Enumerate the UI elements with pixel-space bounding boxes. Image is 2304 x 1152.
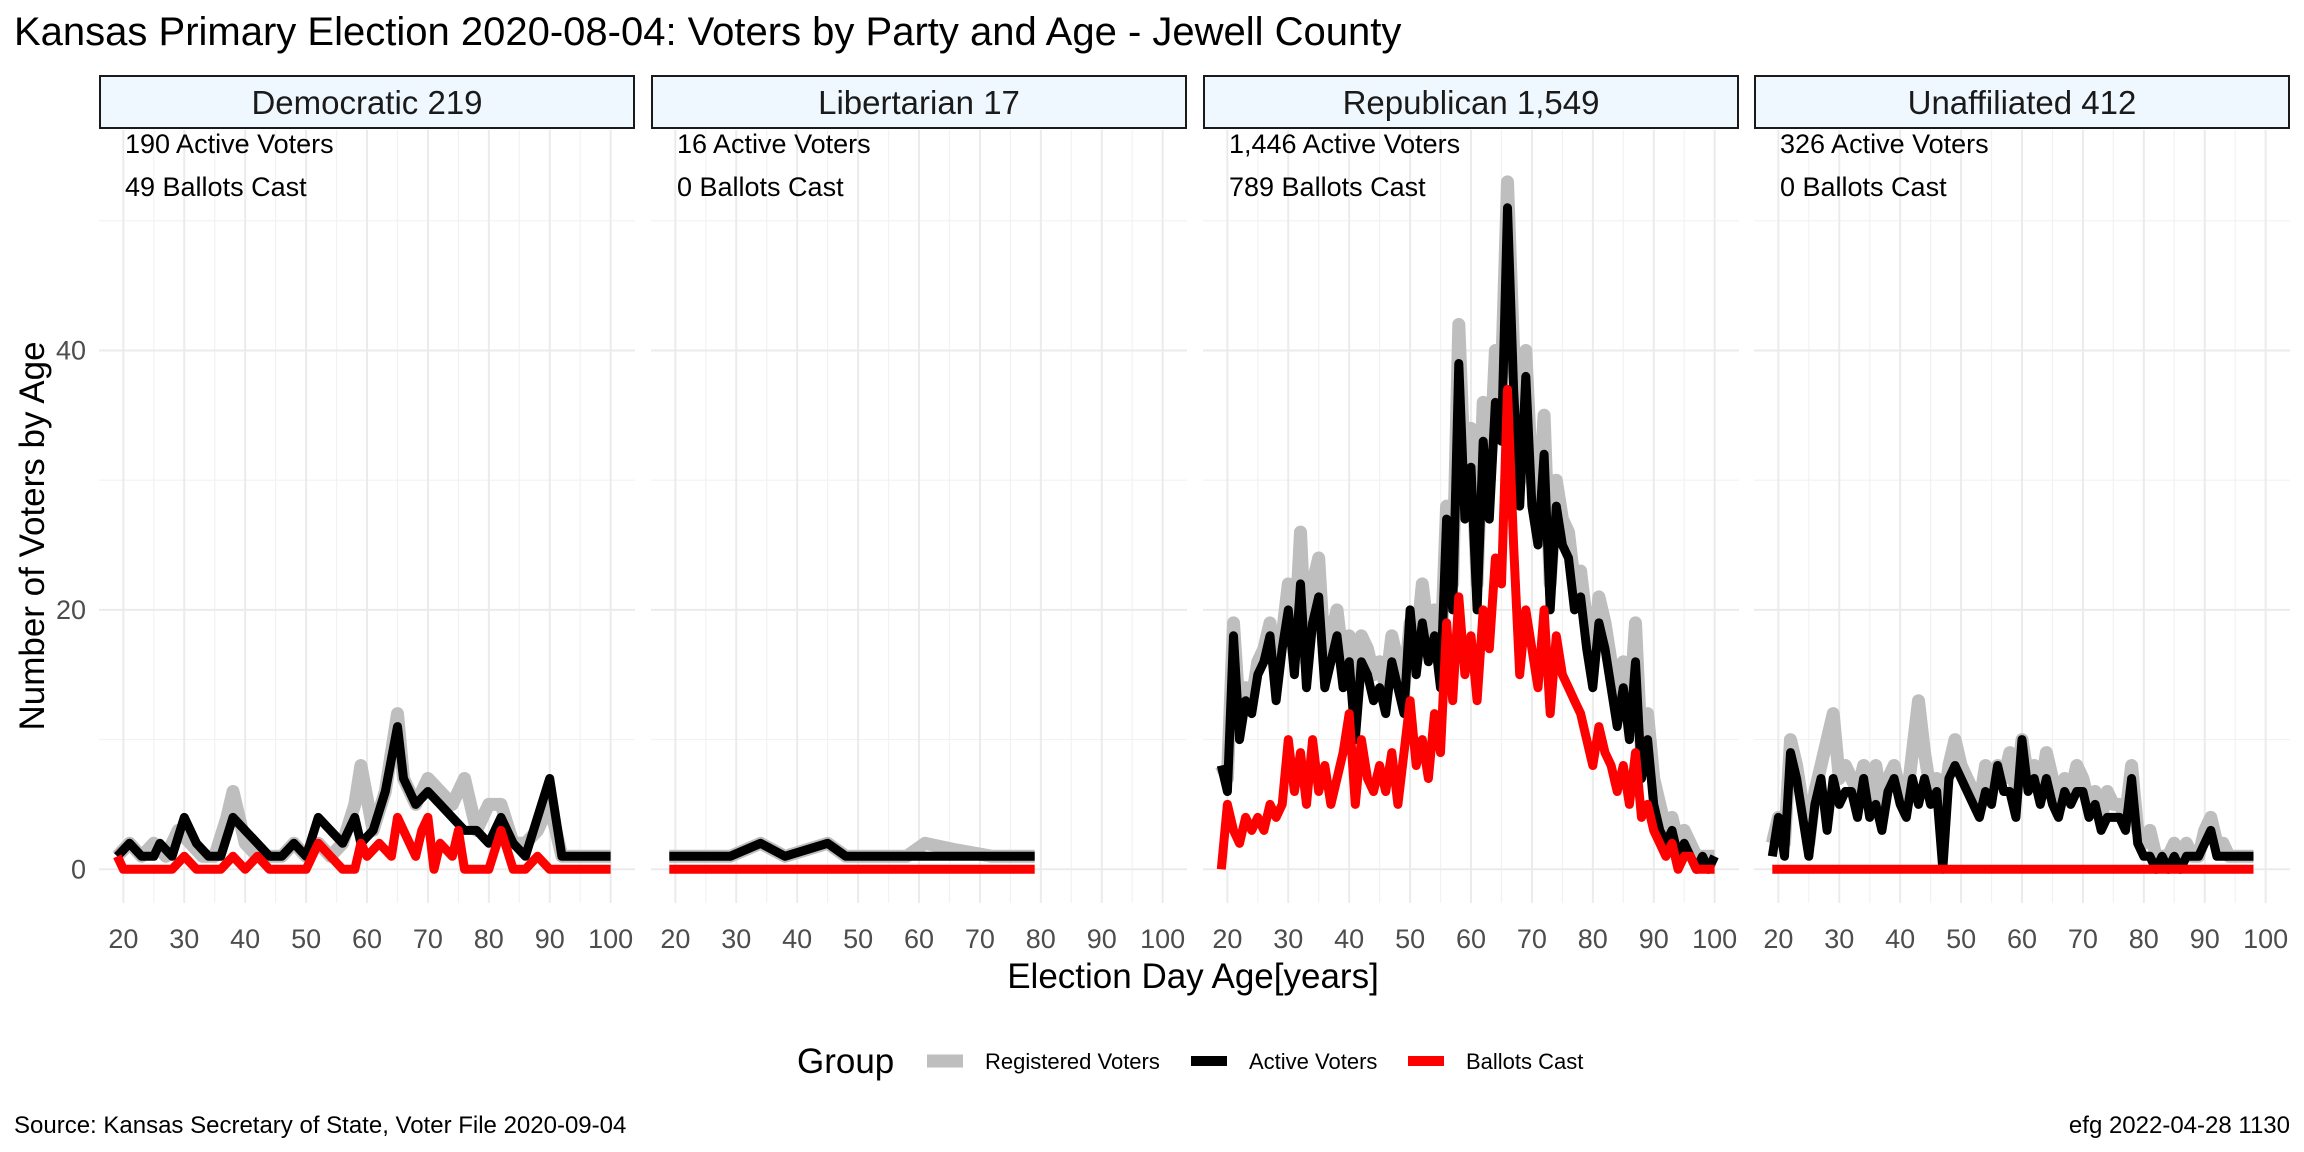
panel-annotation: 326 Active Voters [1780,129,1989,159]
x-tick-label: 100 [588,924,633,954]
x-tick-label: 40 [1334,924,1364,954]
x-tick-label: 80 [2129,924,2159,954]
x-tick-label: 100 [2243,924,2288,954]
x-tick-label: 50 [1395,924,1425,954]
x-tick-label: 80 [1026,924,1056,954]
x-tick-label: 80 [474,924,504,954]
y-axis-label: Number of Voters by Age [13,341,52,730]
panel-unaffiliated: Unaffiliated 412 326 Active Voters 0 Ballo… [1754,75,2290,954]
x-tick-label: 50 [291,924,321,954]
panel-strip [651,75,1187,129]
panel-strip-label: Democratic 219 [251,84,482,121]
panel-strip-label: Unaffiliated 412 [1908,84,2137,121]
x-tick-label: 100 [1140,924,1185,954]
x-tick-label: 60 [2007,924,2037,954]
x-axis-label: Election Day Age[years] [1007,957,1379,996]
x-tick-label: 20 [660,924,690,954]
legend-label-ballots-cast: Ballots Cast [1466,1049,1583,1074]
series-registered-voters-line [1765,694,2254,863]
series-active-voters-line [114,722,611,861]
y-tick-label: 20 [56,595,86,625]
legend-title: Group [797,1042,894,1081]
panel-republican: Republican 1,549 1,446 Active Voters 789 B… [1203,75,1739,954]
y-tick-label: 0 [71,854,86,884]
x-tick-label: 30 [1824,924,1854,954]
x-tick-label: 70 [1517,924,1547,954]
panel-libertarian: Libertarian 17 16 Active Voters 0 Ballots … [651,75,1187,954]
x-tick-label: 20 [108,924,138,954]
y-tick-label: 40 [56,335,86,365]
panel-annotation: 0 Ballots Cast [677,172,844,202]
caption-source: Source: Kansas Secretary of State, Voter… [14,1112,626,1139]
x-tick-label: 30 [721,924,751,954]
x-tick-label: 40 [230,924,260,954]
x-tick-label: 70 [965,924,995,954]
panel-annotation: 789 Ballots Cast [1229,172,1426,202]
x-tick-label: 60 [1456,924,1486,954]
x-tick-label: 40 [782,924,812,954]
series-ballots-cast-line [1216,384,1715,874]
panels: Democratic 219 190 Active Voters 49 Ballot… [56,75,2290,954]
panel-strip-label: Libertarian 17 [818,84,1020,121]
legend-label-registered-voters: Registered Voters [985,1049,1160,1074]
series-active-voters-line [669,838,1035,861]
panel-strip [1203,75,1739,129]
x-tick-label: 30 [169,924,199,954]
series-active-voters-line [1767,735,2254,874]
panel-strip-label: Republican 1,549 [1343,84,1600,121]
series-ballots-cast-line [113,812,611,874]
x-tick-label: 30 [1273,924,1303,954]
x-tick-label: 70 [413,924,443,954]
panel-annotation: 0 Ballots Cast [1780,172,1947,202]
x-tick-label: 90 [2190,924,2220,954]
panel-annotation: 49 Ballots Cast [125,172,307,202]
panel-strip [1754,75,2290,129]
x-tick-label: 90 [1639,924,1669,954]
x-tick-label: 100 [1692,924,1737,954]
series-active-voters-line [1216,203,1719,874]
x-tick-label: 90 [535,924,565,954]
x-tick-label: 50 [843,924,873,954]
caption-stamp: efg 2022-04-28 1130 [2069,1112,2290,1139]
x-tick-label: 60 [352,924,382,954]
y-axis: 0 20 40 [56,335,86,884]
panel-annotation: 190 Active Voters [125,129,334,159]
panel-annotation: 16 Active Voters [677,129,871,159]
x-tick-label: 90 [1087,924,1117,954]
legend: Group Registered Voters Active Voters Ball… [797,1042,1583,1081]
x-tick-label: 40 [1885,924,1915,954]
legend-label-active-voters: Active Voters [1249,1049,1377,1074]
x-tick-label: 20 [1763,924,1793,954]
x-tick-label: 70 [2068,924,2098,954]
x-tick-label: 60 [904,924,934,954]
x-tick-label: 20 [1212,924,1242,954]
x-tick-label: 80 [1578,924,1608,954]
panel-strip [99,75,635,129]
panel-annotation: 1,446 Active Voters [1229,129,1460,159]
panel-democratic: Democratic 219 190 Active Voters 49 Ballot… [99,75,635,954]
x-tick-label: 50 [1946,924,1976,954]
chart-title: Kansas Primary Election 2020-08-04: Vote… [14,10,1401,54]
